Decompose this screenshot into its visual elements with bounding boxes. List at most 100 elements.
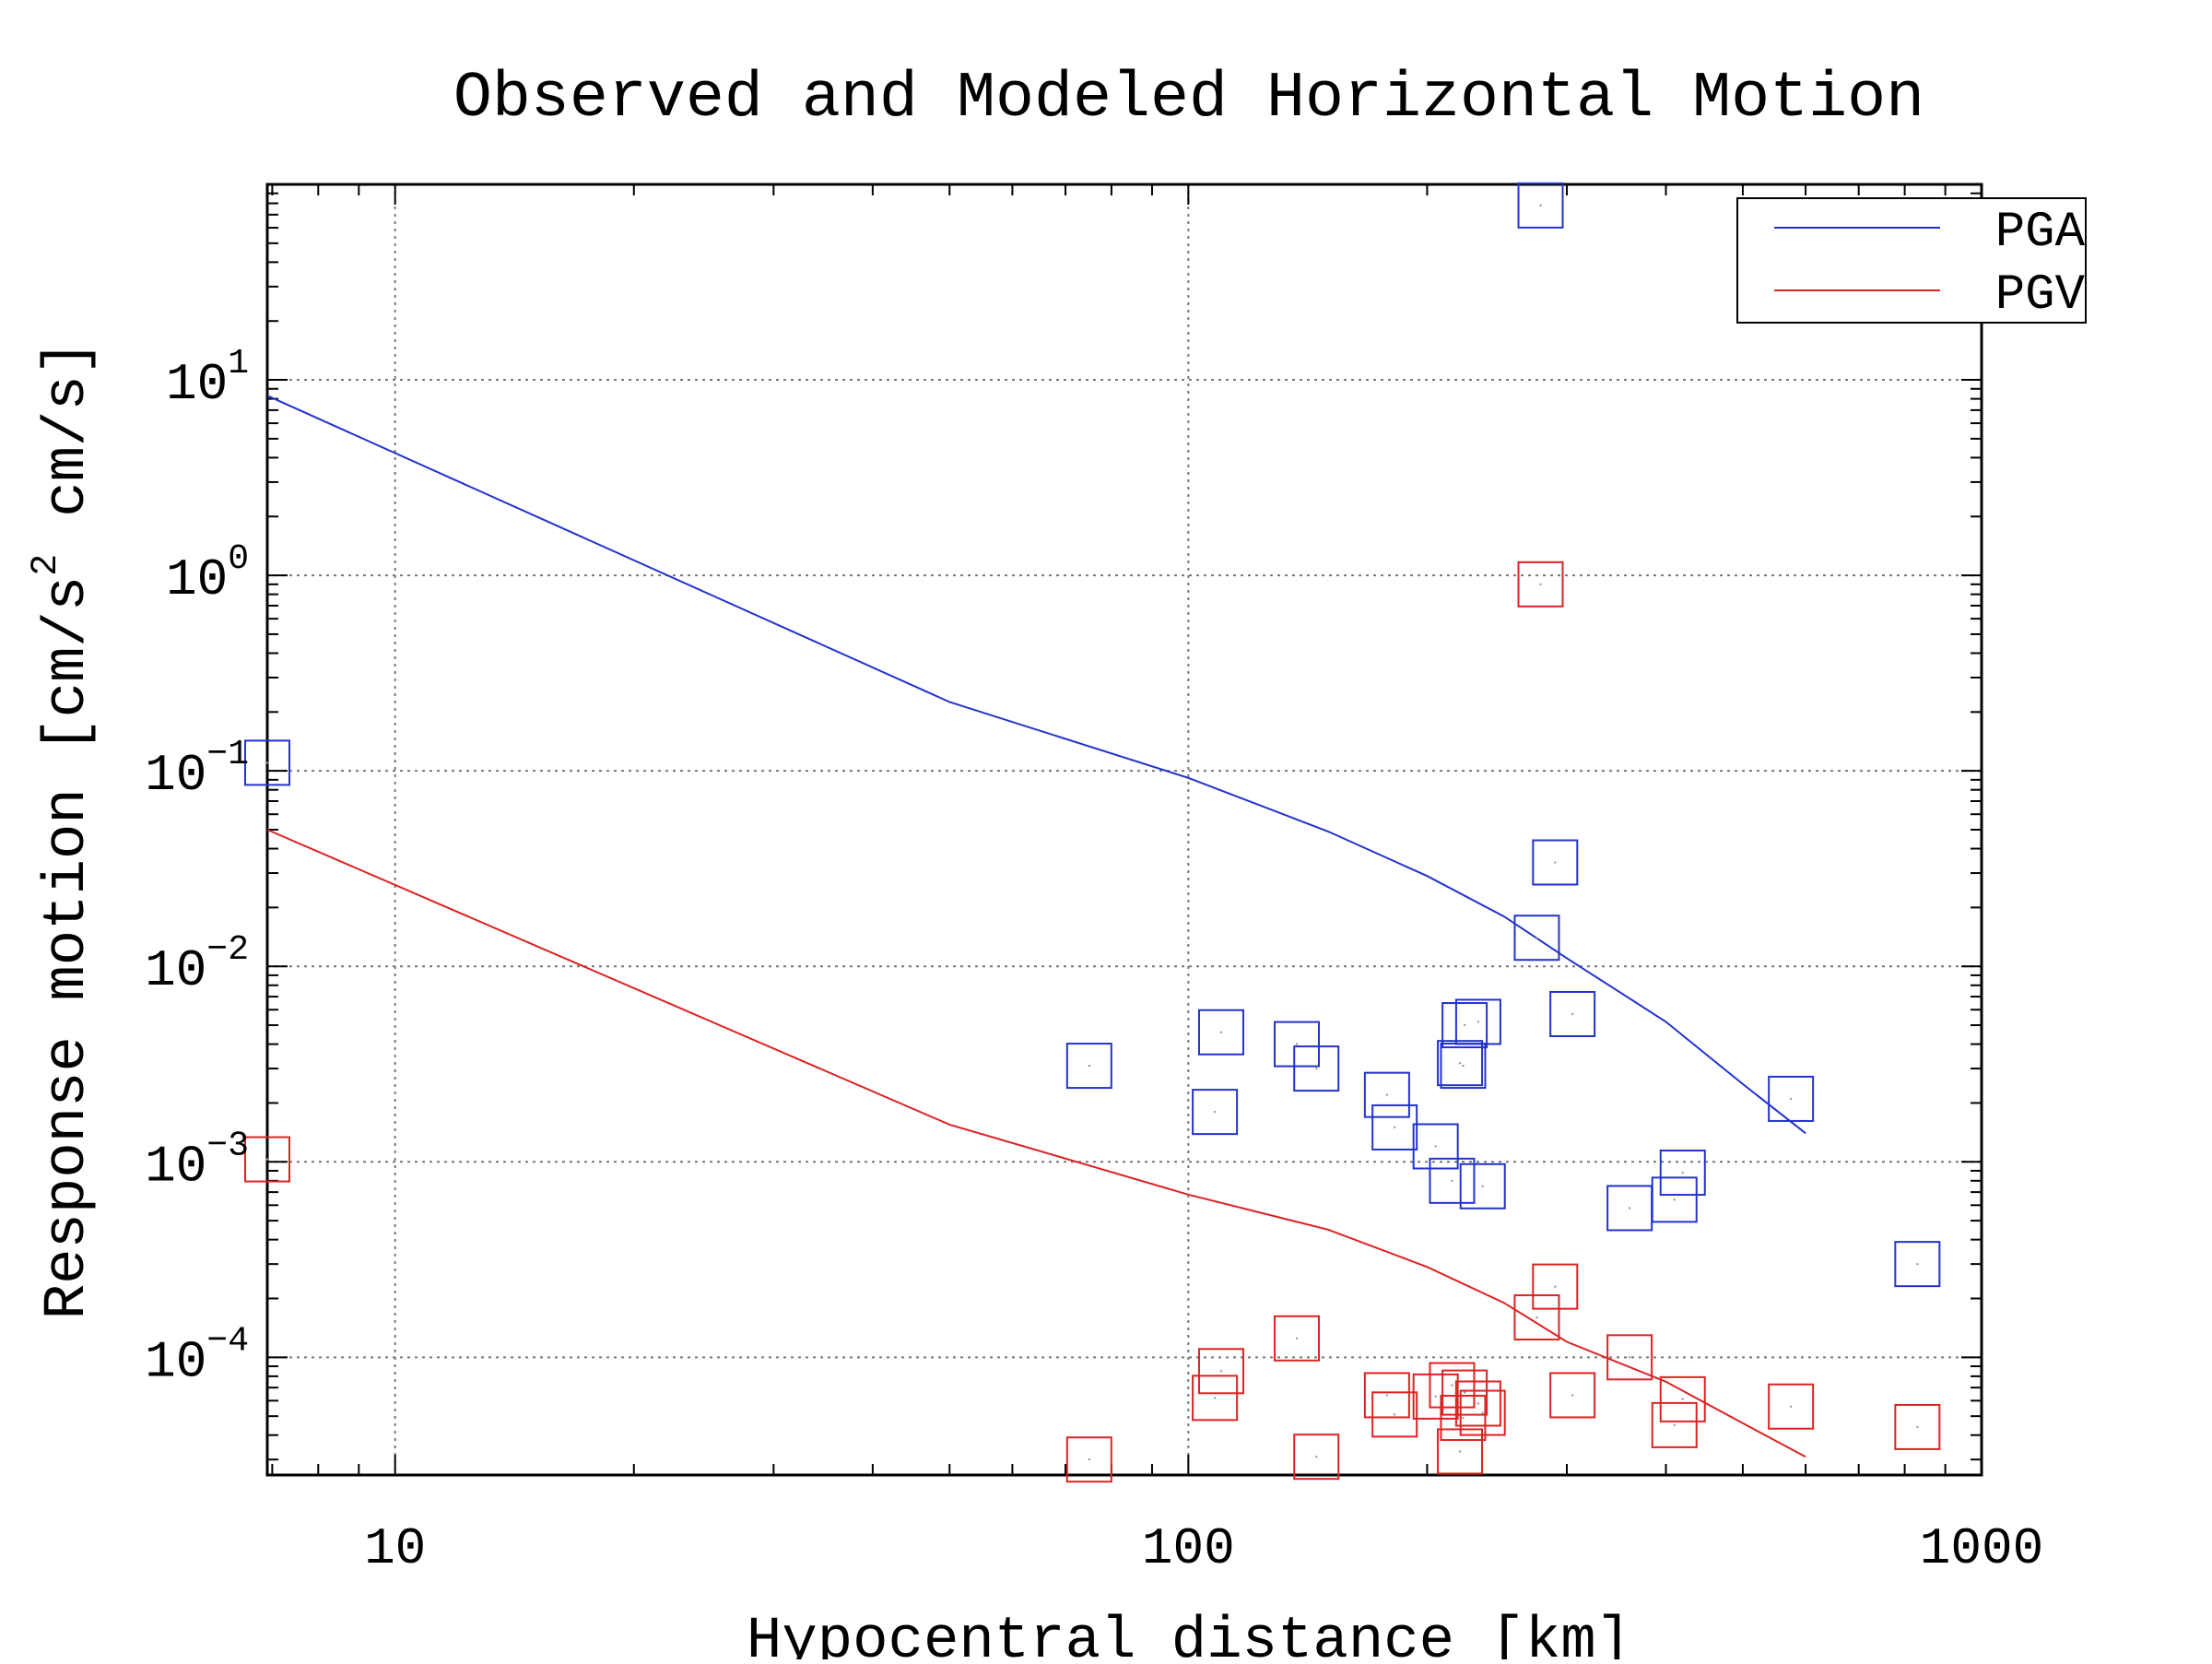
marker-pga-observed — [1651, 1176, 1698, 1223]
marker-center-pga-observed — [1434, 1145, 1437, 1148]
marker-pgv-observed — [1454, 1380, 1501, 1427]
y-tick-label-exponent: −3 — [206, 1126, 249, 1165]
marker-center-pgv-observed — [1789, 1405, 1793, 1408]
marker-center-pgv-observed — [1295, 1337, 1299, 1339]
marker-center-pgv-observed — [1219, 1370, 1223, 1373]
marker-pgv-observed — [1459, 1389, 1506, 1436]
marker-layer — [244, 182, 1941, 1483]
marker-pgv-observed — [1197, 1348, 1244, 1395]
marker-pgv-observed — [1192, 1375, 1239, 1422]
marker-pgv-observed — [1532, 1263, 1579, 1310]
marker-pgv-observed — [244, 1136, 290, 1183]
marker-center-pga-observed — [1673, 1198, 1676, 1201]
marker-center-pga-observed — [1451, 1179, 1453, 1183]
y-tick-label-base: 10 — [166, 355, 228, 414]
marker-pga-observed — [1513, 915, 1560, 962]
marker-center-pga-observed — [1385, 1093, 1389, 1096]
marker-center-pga-observed — [1681, 1171, 1684, 1174]
marker-pga-observed — [1371, 1103, 1418, 1151]
x-tick-label: 100 — [1142, 1519, 1235, 1578]
marker-center-pgv-observed — [1571, 1394, 1574, 1397]
marker-center-pga-observed — [265, 761, 269, 764]
marker-pgv-observed — [1441, 1369, 1488, 1416]
marker-pga-observed — [1517, 182, 1564, 229]
y-axis-label-main: Response motion [cm/s — [35, 576, 101, 1320]
legend-box — [1736, 197, 2087, 324]
marker-pga-observed — [1412, 1123, 1459, 1170]
marker-center-pgv-observed — [1315, 1455, 1318, 1458]
marker-pgv-observed — [1517, 561, 1564, 608]
legend-label-pgv: PGV — [1995, 267, 2086, 324]
marker-pgv-observed — [1659, 1375, 1706, 1422]
y-tick-label: 10−2 — [145, 930, 249, 1000]
marker-center-pga-observed — [1088, 1064, 1091, 1068]
marker-pgv-observed — [1651, 1401, 1698, 1448]
marker-pga-observed — [1197, 1009, 1244, 1056]
y-tick-label-exponent: −4 — [206, 1321, 249, 1361]
marker-center-pgv-observed — [1481, 1411, 1484, 1414]
marker-pgv-observed — [1768, 1383, 1815, 1430]
marker-pga-observed — [1437, 1040, 1484, 1087]
marker-pgv-observed — [1363, 1372, 1410, 1419]
marker-center-pgv-observed — [1477, 1402, 1480, 1405]
y-tick-label: 10−4 — [145, 1321, 249, 1391]
marker-pgv-observed — [1065, 1436, 1112, 1483]
marker-center-pga-observed — [1916, 1262, 1919, 1266]
x-tick-label: 1000 — [1920, 1519, 2043, 1578]
marker-center-pgv-observed — [1916, 1425, 1919, 1429]
series-line-pga — [266, 395, 1806, 1135]
y-tick-label-base: 10 — [145, 746, 206, 805]
marker-center-pga-observed — [1554, 861, 1557, 864]
y-tick-label: 10−3 — [145, 1126, 249, 1196]
marker-center-pga-observed — [1462, 1064, 1465, 1068]
marker-pgv-observed — [1606, 1334, 1653, 1381]
marker-center-pga-observed — [1463, 1023, 1466, 1027]
marker-center-pgv-observed — [265, 1158, 269, 1161]
marker-pga-observed — [1429, 1157, 1476, 1204]
marker-center-pgv-observed — [1628, 1356, 1631, 1359]
y-tick-label-exponent: 1 — [228, 344, 249, 384]
x-axis-label: Hypocentral distance [km] — [747, 1609, 1631, 1659]
y-tick-label-exponent: −1 — [206, 735, 249, 774]
marker-pga-observed — [1459, 1162, 1506, 1210]
marker-center-pga-observed — [1535, 937, 1538, 939]
marker-center-pga-observed — [1477, 1021, 1480, 1023]
marker-center-pga-observed — [1628, 1207, 1631, 1210]
marker-center-pgv-observed — [1462, 1416, 1465, 1420]
marker-center-pga-observed — [1789, 1097, 1793, 1101]
marker-center-pgv-observed — [1458, 1450, 1462, 1453]
marker-pga-observed — [1192, 1089, 1239, 1136]
marker-pga-observed — [1894, 1241, 1941, 1288]
marker-center-pgv-observed — [1535, 1316, 1538, 1319]
marker-pga-observed — [1549, 990, 1596, 1037]
marker-center-pga-observed — [1571, 1012, 1574, 1016]
marker-pga-observed — [1363, 1071, 1410, 1118]
marker-center-pgv-observed — [1213, 1397, 1217, 1399]
marker-pgv-observed — [1549, 1372, 1596, 1419]
marker-center-pga-observed — [1315, 1067, 1318, 1070]
y-axis-label-tail: cm/s] — [35, 340, 101, 517]
marker-pga-observed — [244, 739, 290, 786]
marker-center-pga-observed — [1458, 1061, 1462, 1065]
marker-center-pgv-observed — [1554, 1285, 1557, 1288]
x-tick-label: 10 — [364, 1519, 426, 1578]
minor-tick-layer — [267, 184, 1983, 1475]
y-tick-label-base: 10 — [145, 1332, 206, 1391]
chart-title: Observed and Modeled Horizontal Motion — [453, 63, 1924, 136]
marker-center-pga-observed — [1295, 1043, 1299, 1045]
legend-label-pga: PGA — [1995, 205, 2086, 261]
marker-center-pgv-observed — [1088, 1458, 1091, 1461]
y-tick-label-base: 10 — [166, 550, 228, 609]
marker-pga-observed — [1532, 839, 1579, 886]
marker-center-pga-observed — [1393, 1126, 1396, 1129]
y-tick-label-base: 10 — [145, 941, 206, 1000]
marker-pgv-observed — [1274, 1315, 1321, 1362]
y-axis-label-superscript: 2 — [26, 554, 67, 576]
marker-center-pgv-observed — [1385, 1394, 1389, 1397]
marker-pgv-observed — [1440, 1395, 1487, 1442]
marker-center-pgv-observed — [1434, 1395, 1437, 1398]
marker-pga-observed — [1454, 998, 1501, 1045]
